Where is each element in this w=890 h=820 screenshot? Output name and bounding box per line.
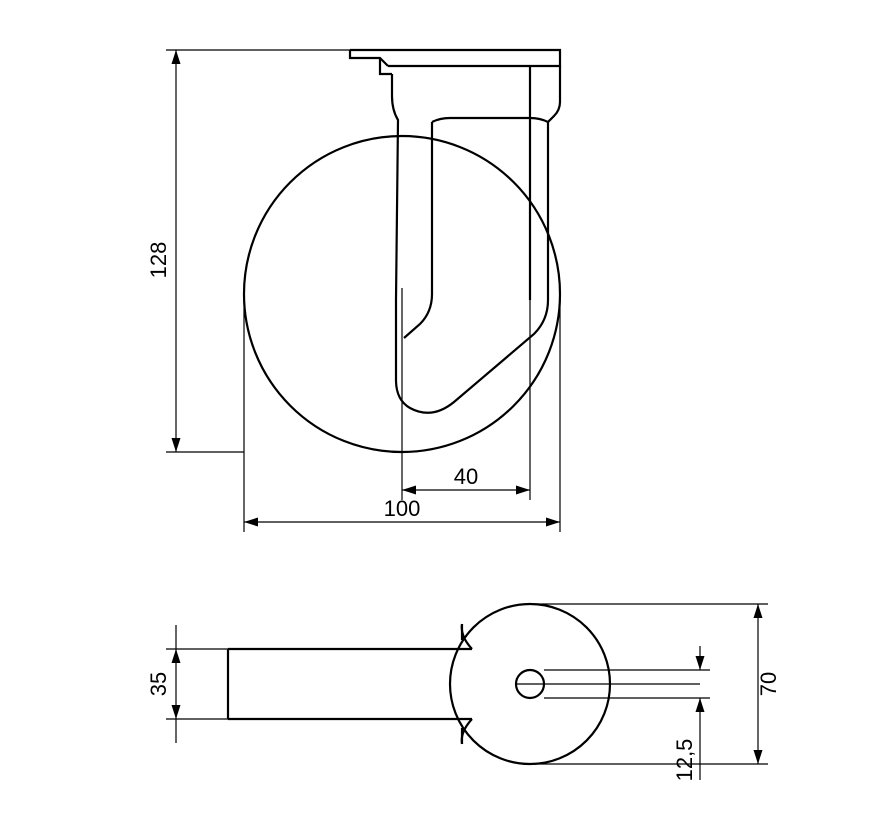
dim-40-label: 40 [454,464,478,489]
dim-70-label: 70 [756,672,781,696]
dim-128-label: 128 [146,242,171,279]
wheel-top [228,624,472,744]
dim-128: 128 [146,50,350,452]
dim-40: 40 [402,464,530,495]
technical-drawing: 128 40 100 35 70 [0,0,890,820]
top-view [228,604,700,764]
dim-100-label: 100 [384,496,421,521]
dim-100: 100 [244,496,560,527]
fork-outline [392,66,560,413]
mount-plate [350,50,560,74]
dim-35: 35 [146,625,228,743]
dim-12-5-label: 12,5 [672,739,697,782]
dim-35-label: 35 [146,672,171,696]
dim-12-5: 12,5 [544,646,710,781]
